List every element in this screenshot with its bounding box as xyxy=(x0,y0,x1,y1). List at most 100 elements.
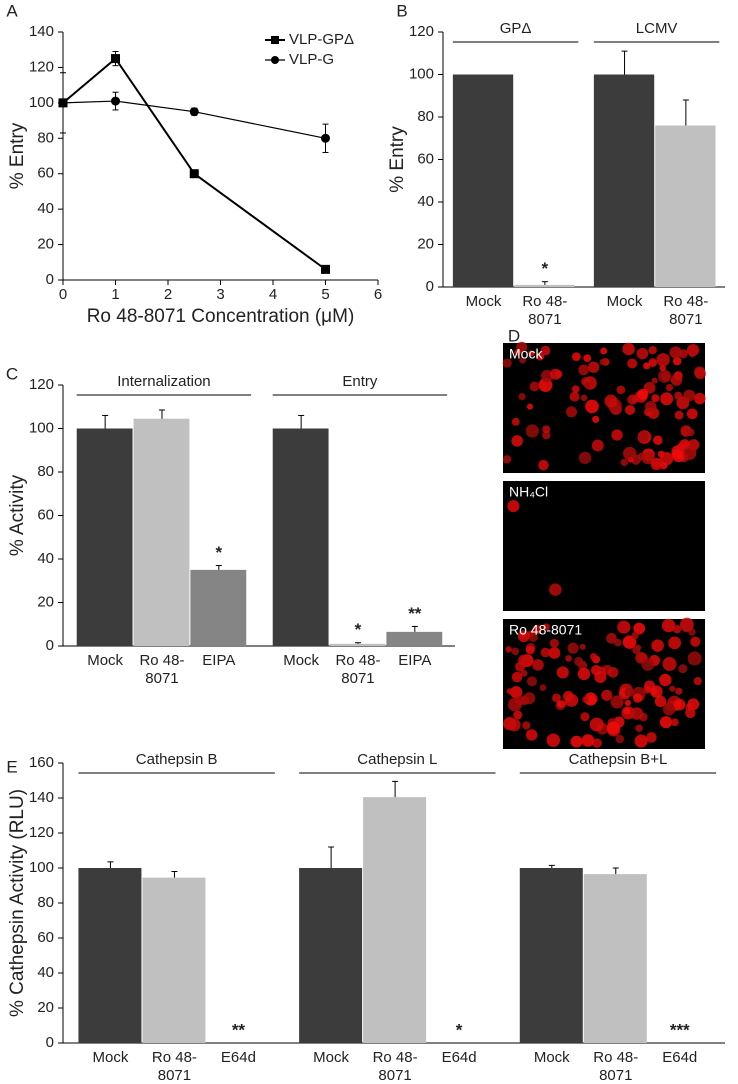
cell xyxy=(607,666,619,678)
cell xyxy=(636,347,649,360)
cell xyxy=(523,692,536,705)
x-tick-label: 4 xyxy=(269,286,277,303)
cell xyxy=(630,707,644,720)
x-tick-label: 6 xyxy=(374,286,382,303)
cell xyxy=(581,734,595,747)
y-axis-title: % Entry xyxy=(7,122,28,189)
bar xyxy=(272,428,329,646)
marker xyxy=(321,133,330,143)
bar xyxy=(593,74,655,287)
y-tick-label: 60 xyxy=(37,165,54,182)
cell xyxy=(519,356,526,364)
x-tick-label-box: E64d xyxy=(221,1049,256,1066)
marker xyxy=(189,169,199,179)
cell xyxy=(627,358,638,369)
error-bar xyxy=(171,871,178,878)
cell xyxy=(616,385,626,395)
cell xyxy=(502,358,512,368)
cell xyxy=(659,716,673,729)
cell xyxy=(560,700,567,708)
cell xyxy=(623,707,631,715)
bar xyxy=(133,418,190,646)
cell xyxy=(588,361,600,373)
bar xyxy=(452,74,514,287)
x-tick-label: EIPA xyxy=(398,652,432,669)
cell xyxy=(599,358,607,366)
cell xyxy=(635,644,642,651)
cell xyxy=(610,695,624,709)
cell xyxy=(690,636,701,647)
cell xyxy=(578,364,590,376)
cell xyxy=(600,347,608,355)
cell xyxy=(507,500,520,513)
panel-letter: D xyxy=(508,326,520,345)
marker xyxy=(189,107,199,117)
cell xyxy=(540,647,551,658)
cell xyxy=(518,393,526,401)
x-tick-label: 3 xyxy=(216,286,224,303)
x-tick-label: Ro 48-8071 xyxy=(139,652,185,687)
significance: * xyxy=(355,620,362,639)
y-tick-label: 40 xyxy=(37,200,54,217)
marker xyxy=(111,54,120,64)
bar xyxy=(329,643,386,646)
cell xyxy=(511,435,523,447)
cell xyxy=(579,643,586,650)
cell xyxy=(688,350,696,358)
cell xyxy=(693,677,702,686)
cell xyxy=(661,618,676,633)
cell xyxy=(659,673,672,687)
x-tick-label: Mock xyxy=(313,1049,350,1066)
group-label: Internalization xyxy=(117,373,210,390)
cell xyxy=(519,632,527,639)
y-tick-label: 40 xyxy=(37,550,54,567)
cell xyxy=(627,394,638,405)
x-tick-label-box: Mock xyxy=(283,652,319,669)
cell xyxy=(654,695,667,708)
cell xyxy=(583,354,592,363)
cell xyxy=(673,625,682,634)
significance: * xyxy=(542,259,549,278)
bar xyxy=(190,569,247,646)
series-line xyxy=(62,57,327,271)
cell xyxy=(513,710,523,720)
x-tick-label-box: Ro 48-8071 xyxy=(373,1049,418,1084)
x-tick-label: 1 xyxy=(111,286,119,303)
y-tick-label: 120 xyxy=(29,824,54,841)
panel-letter: A xyxy=(6,1,18,20)
error-bar xyxy=(60,72,66,134)
cell xyxy=(520,669,528,677)
cell xyxy=(641,658,655,671)
y-tick-label: 0 xyxy=(46,271,54,288)
cell xyxy=(528,350,535,357)
cell xyxy=(542,425,551,434)
cell xyxy=(687,698,700,711)
x-tick-label: Mock xyxy=(606,293,643,310)
cell xyxy=(565,655,572,662)
cell xyxy=(662,657,677,672)
group-label: Cathepsin L xyxy=(357,751,437,768)
cell xyxy=(591,439,604,452)
significance: * xyxy=(456,1020,463,1039)
cell xyxy=(550,368,562,380)
legend-label: VLP-G xyxy=(289,51,334,68)
cell xyxy=(542,623,550,631)
x-tick-label: EIPA xyxy=(202,652,236,669)
y-axis-title: % Activity xyxy=(7,474,28,556)
panel-letter: E xyxy=(6,757,17,776)
cell xyxy=(514,349,522,356)
cell xyxy=(525,645,535,655)
y-tick-label: 80 xyxy=(37,894,54,911)
cell xyxy=(651,639,664,652)
x-tick-label-box: Mock xyxy=(606,293,643,310)
cell xyxy=(634,734,648,748)
cell xyxy=(656,353,670,367)
y-tick-label: 20 xyxy=(37,236,54,253)
cell xyxy=(532,659,544,671)
cell xyxy=(592,415,600,423)
cell xyxy=(659,364,666,372)
y-tick-label: 160 xyxy=(29,754,54,771)
cell xyxy=(674,410,684,420)
cell xyxy=(651,377,658,384)
cell xyxy=(658,369,672,383)
